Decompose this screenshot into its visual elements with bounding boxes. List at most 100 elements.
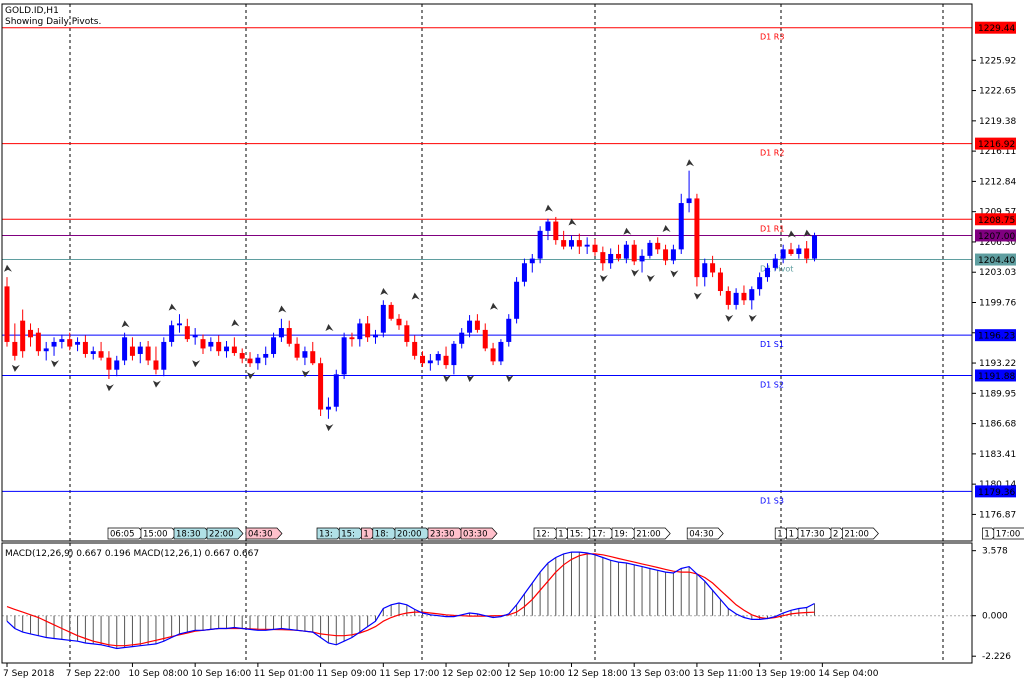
candle[interactable] [333,369,339,412]
candle[interactable] [318,357,324,417]
candle[interactable] [145,341,151,366]
candle[interactable] [224,341,230,358]
candle[interactable] [670,244,676,265]
candle[interactable] [28,323,34,347]
candle[interactable] [12,323,18,361]
candle[interactable] [271,332,277,358]
candle[interactable] [114,355,120,377]
candle[interactable] [467,315,473,338]
candle[interactable] [396,314,402,330]
candle[interactable] [247,352,253,367]
candle[interactable] [216,335,222,356]
candle[interactable] [553,216,559,245]
candle[interactable] [90,346,96,360]
candle[interactable] [231,337,237,356]
candle[interactable] [372,329,378,344]
candle[interactable] [521,258,527,287]
candle[interactable] [435,351,441,366]
candle[interactable] [82,335,88,358]
candle[interactable] [545,218,551,241]
candle[interactable] [20,309,26,358]
candle[interactable] [529,253,535,273]
candle[interactable] [420,351,426,367]
candle[interactable] [153,346,159,375]
candle[interactable] [592,239,598,256]
candle[interactable] [122,332,128,366]
candle[interactable] [365,316,371,342]
candle[interactable] [514,277,520,324]
candle[interactable] [192,328,198,345]
candle[interactable] [263,346,269,366]
candle[interactable] [341,332,347,379]
candle[interactable] [631,240,637,266]
candle[interactable] [129,337,135,361]
candle[interactable] [239,348,245,364]
candle[interactable] [75,337,81,352]
candle[interactable] [568,235,574,250]
candle[interactable] [161,337,167,377]
candle[interactable] [137,341,143,364]
candle[interactable] [804,241,810,264]
candle[interactable] [176,314,182,333]
candle[interactable] [678,193,684,254]
candle[interactable] [302,346,308,366]
candle[interactable] [710,255,716,278]
candle[interactable] [561,230,567,250]
candle[interactable] [380,300,386,338]
candle[interactable] [764,263,770,282]
candle[interactable] [694,193,700,287]
candles[interactable] [4,170,818,419]
candle[interactable] [796,244,802,259]
candle[interactable] [427,353,433,371]
candle[interactable] [757,272,763,296]
candle[interactable] [812,232,818,262]
candle[interactable] [482,323,488,352]
candle[interactable] [310,341,316,366]
candle[interactable] [184,318,190,342]
candle[interactable] [357,318,363,347]
candle[interactable] [294,337,300,361]
candle[interactable] [702,258,708,287]
candle[interactable] [106,351,112,379]
candle[interactable] [490,342,496,366]
candle[interactable] [200,334,206,354]
candle[interactable] [506,314,512,347]
candle[interactable] [749,286,755,310]
candle[interactable] [576,233,582,254]
candle[interactable] [584,237,590,254]
candle[interactable] [67,332,73,351]
candle[interactable] [4,277,10,347]
candle[interactable] [59,334,65,349]
candle[interactable] [51,337,57,356]
candle[interactable] [35,328,41,356]
candle[interactable] [278,318,284,342]
candle[interactable] [286,320,292,347]
candle[interactable] [412,335,418,360]
candle[interactable] [451,341,457,375]
candle[interactable] [459,328,465,349]
candle[interactable] [349,332,355,347]
candle[interactable] [169,320,175,347]
candle[interactable] [741,285,747,305]
candle[interactable] [639,249,645,273]
candle[interactable] [717,267,723,296]
macd-panel[interactable]: 3.578 0.000 -2.226 [2,547,1011,663]
candle[interactable] [647,240,653,259]
candle[interactable] [772,253,778,271]
candle[interactable] [388,302,394,321]
candle[interactable] [655,237,661,254]
candle[interactable] [608,248,614,269]
candle[interactable] [686,170,692,213]
candle[interactable] [43,341,49,361]
candle[interactable] [498,339,504,366]
candle[interactable] [208,337,214,352]
candle[interactable] [733,288,739,310]
candle[interactable] [404,320,410,347]
candle[interactable] [443,346,449,369]
candle[interactable] [663,244,669,266]
candle[interactable] [616,244,622,262]
candle[interactable] [325,397,331,419]
candle[interactable] [788,242,794,256]
candle[interactable] [474,314,480,333]
